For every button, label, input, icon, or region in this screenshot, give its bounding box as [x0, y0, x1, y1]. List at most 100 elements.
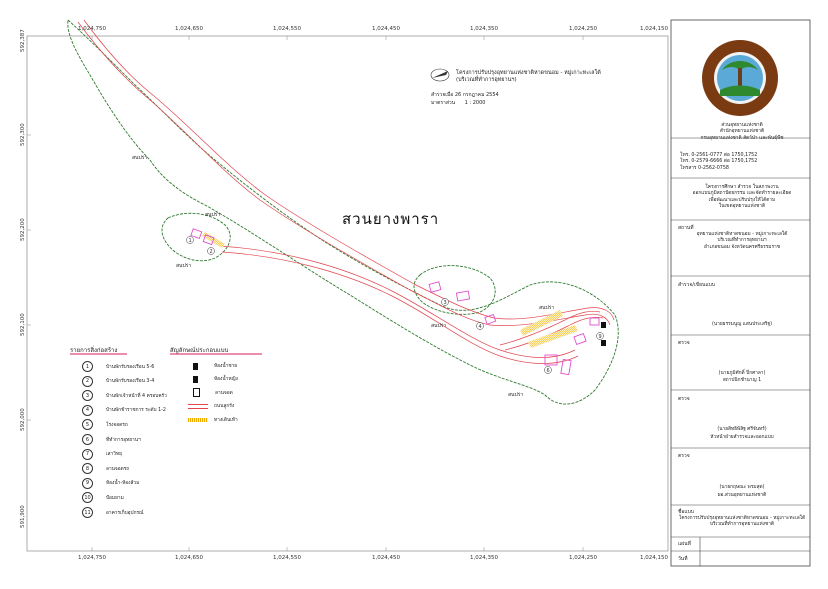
tree-boundary-main [67, 19, 619, 405]
project-line-3: เพื่อพัฒนาและปรับปรุงให้ได้ตาม [708, 197, 776, 203]
coord-left-5: 592,000 [20, 408, 26, 431]
tree-label-1: สนปร่า [132, 155, 148, 161]
org-line-1: ส่วนอุทยานแห่งชาติ [721, 123, 763, 128]
national-park-logo [702, 40, 778, 116]
building-7 [560, 358, 572, 376]
coord-top-1: 1,024,750 [78, 26, 106, 32]
building-2 [202, 234, 215, 246]
check1-role: สถาปนิกชำนาญ 1 [722, 378, 762, 383]
symbol-label-toilet-female: ห้องน้ำหญิง [214, 377, 238, 382]
survey-date: สำรวจเมื่อ 26 กรกฎาคม 2554 [431, 92, 499, 98]
project-block: โครงการศึกษา สำรวจ ในสภาพงาน ออกแบบภูมิส… [675, 185, 809, 211]
road-line-icon [188, 403, 208, 409]
coord-bottom-4: 1,024,450 [372, 555, 400, 561]
tree-label-6: สนปร่า [508, 392, 524, 398]
building-6 [544, 354, 558, 366]
coord-bottom-2: 1,024,650 [175, 555, 203, 561]
coord-bottom-3: 1,024,550 [273, 555, 301, 561]
building-number-badge: 3 [82, 390, 93, 402]
building-legend-label: บ้านพักข้าราชการ ระดับ 1-2 [106, 408, 166, 414]
parking-icon [193, 388, 200, 397]
symbol-row-parking: ลานจอด [193, 388, 233, 397]
tree-label-2: สนปร่า [205, 212, 221, 218]
building-legend-row: 1 บ้านพักรับรองเรือน 5-6 [82, 361, 154, 372]
site-line-2: บริเวณที่ทำการอุทยานฯ [717, 238, 767, 244]
building-legend-row: 10 ป้อมยาม [82, 492, 124, 504]
coord-top-4: 1,024,450 [372, 26, 400, 32]
building-legend-row: 6 ที่ทำการอุทยานฯ [82, 434, 141, 445]
north-arrow-icon [430, 68, 450, 82]
symbol-row-road: ถนนลูกรัง [188, 402, 234, 410]
org-line-3: กรมอุทยานแห่งชาติ สัตว์ป่า และพันธุ์พืช [700, 135, 784, 141]
building-number-badge: 9 [82, 477, 93, 489]
map-frame [26, 35, 669, 552]
check2-role: หัวหน้าฝ่ายสำรวจและออกแบบ [710, 435, 774, 440]
building-8 [573, 332, 587, 346]
coord-top-5: 1,024,350 [470, 26, 498, 32]
building-legend-label: อาคารเก็บอุปกรณ์ [106, 510, 144, 516]
site-block: อุทยานแห่งชาติหาดขนอม - หมู่เกาะทะเลใต้ … [675, 232, 809, 251]
site-line-1: อุทยานแห่งชาติหาดขนอม - หมู่เกาะทะเลใต้ [696, 232, 788, 237]
title-block-dividers [671, 137, 810, 566]
area-label-rubber: สวนยางพารา [342, 210, 440, 228]
symbol-row-walkway: ทางเดินเท้า [188, 416, 238, 424]
approve-label: ตรวจ [678, 453, 690, 459]
coord-top-7: 1,024,150 [640, 26, 668, 32]
survey-label: สำรวจ/เขียนแบบ [678, 282, 716, 288]
drawing-line-1: โครงการปรับปรุงอุทยานแห่งชาติหาดขนอม - ห… [678, 516, 806, 521]
walkway-hatch-icon [188, 418, 208, 422]
tree-boundary-west [161, 212, 231, 262]
coord-bottom-6: 1,024,250 [569, 555, 597, 561]
drawing-block: โครงการปรับปรุงอุทยานแห่งชาติหาดขนอม - ห… [675, 516, 809, 529]
tree-label-4: สนปร่า [431, 323, 447, 329]
symbol-label-toilet-male: ห้องน้ำชาย [214, 364, 238, 369]
symbol-row-toilet-male: ห้องน้ำชาย [193, 362, 237, 370]
map-title-line-1: โครงการปรับปรุงอุทยานแห่งชาติหาดขนอม - ห… [456, 70, 601, 76]
coord-top-6: 1,024,250 [569, 26, 597, 32]
project-line-4: ในเขตอุทยานแห่งชาติ [718, 204, 766, 210]
symbols-legend-title: สัญลักษณ์ประกอบแบบ [170, 347, 229, 354]
svg-text:3: 3 [444, 300, 447, 306]
survey-name: (นายธรรมนูญ แสนประเสริฐ) [712, 322, 772, 327]
coord-bottom-5: 1,024,350 [470, 555, 498, 561]
grid-ticks [27, 36, 584, 551]
check1-name: (นายภูมิศักดิ์ ปิ่กศาลา) [718, 371, 766, 376]
toilet-male-icon [193, 362, 198, 370]
org-line-2: สำนักอุทยานแห่งชาติ [719, 129, 765, 135]
coord-top-2: 1,024,650 [175, 26, 203, 32]
svg-text:1: 1 [189, 238, 192, 244]
map-scale: มาตราส่วน 1 : 2000 [431, 100, 486, 106]
project-line-2: ออกแบบภูมิสถาปัตยกรรม และจัดทำรายละเอียด [692, 191, 792, 197]
map-title-line-2: (บริเวณที่ทำการอุทยานฯ) [456, 77, 517, 83]
building-numbers: 1 2 3 4 6 9 [186, 236, 604, 374]
building-legend-label: ป้อมยาม [106, 495, 124, 501]
building-5 [484, 313, 497, 325]
symbol-row-toilet-female: ห้องน้ำหญิง [193, 375, 238, 383]
building-legend-label: ห้องน้ำ-ห้องส้วม [106, 481, 140, 487]
building-legend-row: 9 ห้องน้ำ-ห้องส้วม [82, 477, 140, 489]
building-1 [190, 228, 203, 240]
check2-name: (นายสิทธิพิสิฐ ศรีจันทร์) [717, 427, 767, 432]
building-legend-row: 4 บ้านพักข้าราชการ ระดับ 1-2 [82, 404, 166, 416]
org-block: ส่วนอุทยานแห่งชาติ สำนักอุทยานแห่งชาติ ก… [675, 123, 809, 142]
building-legend-label: ที่ทำการอุทยานฯ [106, 437, 141, 443]
building-3 [428, 281, 442, 293]
sheet-label: แผ่นที่ [678, 541, 691, 547]
symbol-label-walkway: ทางเดินเท้า [214, 418, 238, 423]
building-number-badge: 8 [82, 463, 93, 475]
laterite-road [77, 19, 615, 364]
building-number-badge: 7 [82, 448, 93, 460]
building-legend-label: โรงจอดรถ [106, 422, 128, 428]
building-legend-label: บ้านพักรับรองเรือน 5-6 [106, 364, 155, 370]
approve-name: (นายกฤษณะ พรมสุด) [719, 485, 765, 490]
svg-text:6: 6 [547, 368, 550, 374]
check1-label: ตรวจ [678, 340, 690, 346]
building-legend-row: 2 บ้านพักรับรองเรือน 3-4 [82, 375, 154, 387]
coord-left-4: 592,100 [20, 313, 26, 336]
site-line-3: อำเภอขนอม จังหวัดนครศรีธรรมราช [704, 244, 780, 250]
contact-line-1: โทร. 0-2561-0777 ต่อ 1750,1752 [680, 153, 758, 158]
contact-line-2: โทร. 0-2579-6666 ต่อ 1750,1752 [680, 159, 758, 165]
buildings-legend-title: รายการสิ่งก่อสร้าง [70, 347, 118, 354]
